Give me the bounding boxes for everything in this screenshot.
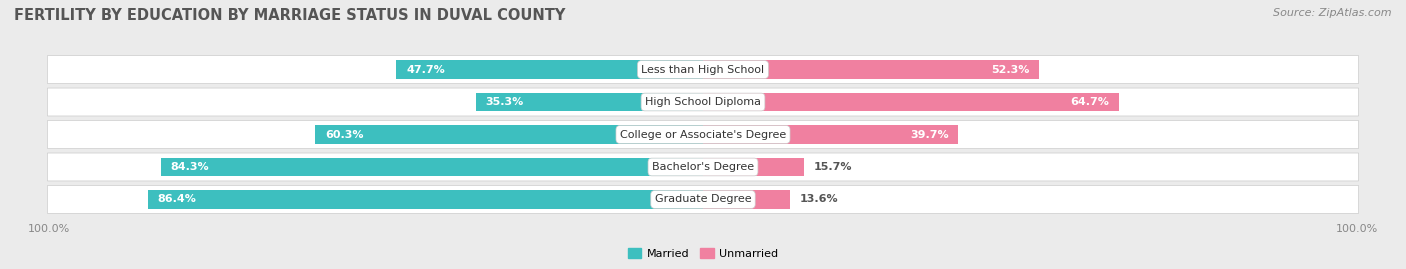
- Text: 15.7%: 15.7%: [814, 162, 852, 172]
- Text: 13.6%: 13.6%: [800, 194, 839, 204]
- Legend: Married, Unmarried: Married, Unmarried: [623, 243, 783, 263]
- Bar: [703, 60, 1039, 79]
- FancyBboxPatch shape: [48, 56, 1358, 83]
- Text: High School Diploma: High School Diploma: [645, 97, 761, 107]
- Bar: [162, 158, 703, 176]
- FancyBboxPatch shape: [48, 88, 1358, 116]
- Text: 86.4%: 86.4%: [157, 194, 197, 204]
- Bar: [703, 93, 1119, 111]
- Bar: [703, 158, 804, 176]
- Bar: [396, 60, 703, 79]
- FancyBboxPatch shape: [48, 153, 1358, 181]
- Text: 52.3%: 52.3%: [991, 65, 1029, 75]
- Bar: [148, 190, 703, 209]
- Text: 100.0%: 100.0%: [28, 224, 70, 235]
- Text: Bachelor's Degree: Bachelor's Degree: [652, 162, 754, 172]
- Text: FERTILITY BY EDUCATION BY MARRIAGE STATUS IN DUVAL COUNTY: FERTILITY BY EDUCATION BY MARRIAGE STATU…: [14, 8, 565, 23]
- Text: Source: ZipAtlas.com: Source: ZipAtlas.com: [1274, 8, 1392, 18]
- Text: Less than High School: Less than High School: [641, 65, 765, 75]
- Bar: [477, 93, 703, 111]
- Text: 39.7%: 39.7%: [910, 129, 949, 140]
- Bar: [703, 190, 790, 209]
- Text: Graduate Degree: Graduate Degree: [655, 194, 751, 204]
- Text: 47.7%: 47.7%: [406, 65, 444, 75]
- FancyBboxPatch shape: [48, 186, 1358, 213]
- Text: 100.0%: 100.0%: [1336, 224, 1378, 235]
- Text: College or Associate's Degree: College or Associate's Degree: [620, 129, 786, 140]
- Bar: [315, 125, 703, 144]
- Text: 84.3%: 84.3%: [170, 162, 209, 172]
- Bar: [703, 125, 957, 144]
- Text: 35.3%: 35.3%: [485, 97, 524, 107]
- Text: 60.3%: 60.3%: [325, 129, 364, 140]
- Text: 64.7%: 64.7%: [1070, 97, 1109, 107]
- FancyBboxPatch shape: [48, 121, 1358, 148]
